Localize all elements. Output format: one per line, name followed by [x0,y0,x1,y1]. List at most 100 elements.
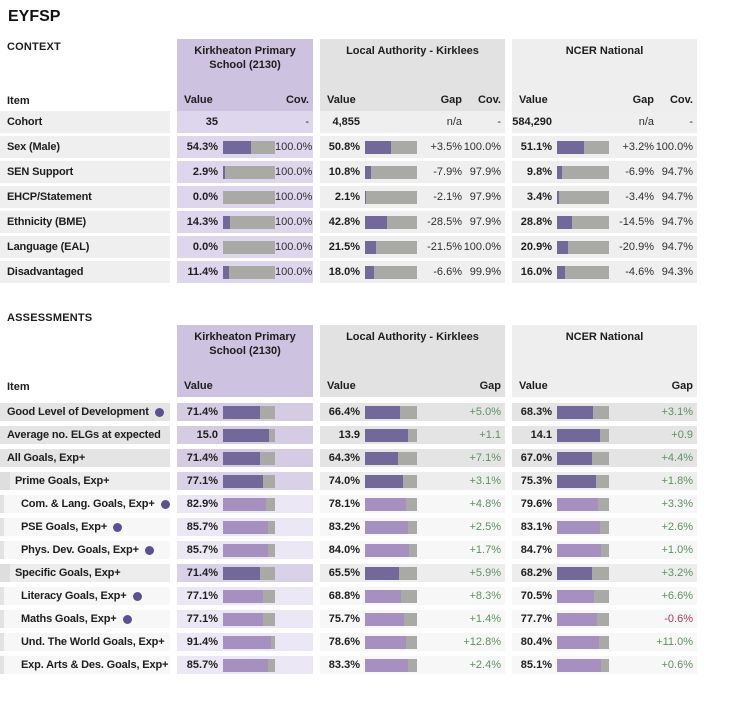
table-row: Prime Goals, Exp+ 77.1% 74.0% +3.1% 75.3… [0,472,740,490]
value-column-header: Value [327,379,356,392]
school-value: 0.0% [192,191,218,203]
row-label: Prime Goals, Exp+ [15,475,110,487]
national-gap: -6.9% [625,166,654,178]
table-row: Und. The World Goals, Exp+ 91.4% 78.6% +… [0,633,740,651]
la-value-bar [365,428,417,442]
la-value-bar [365,265,417,279]
la-value-bar [365,140,417,154]
school-value: 85.7% [186,659,218,671]
la-gap: +12.8% [463,636,501,648]
la-gap: +1.4% [469,613,502,625]
coverage-column-header: Cov. [669,93,693,106]
national-value-bar [557,543,609,557]
national-value-bar [557,589,609,603]
la-value: 66.4% [328,406,360,418]
la-value: 50.8% [328,141,360,153]
national-value-bar [557,140,609,154]
school-value-bar [223,612,275,626]
national-gap: +3.2% [622,141,655,153]
la-gap: -2.1% [433,191,462,203]
national-gap: +1.8% [661,475,694,487]
school-value: 71.4% [186,452,218,464]
table-row: SEN Support 2.9% 100.0% 10.8% -7.9% 97.9… [0,161,740,183]
national-value-bar [557,497,609,511]
school-group-title: Kirkheaton Primary School (2130) [194,45,296,72]
la-value: 21.5% [328,241,360,253]
table-row: PSE Goals, Exp+ 85.7% 83.2% +2.5% 83.1% … [0,518,740,536]
national-gap: +3.2% [661,567,694,579]
national-value: 67.0% [520,452,552,464]
school-value-bar [223,428,275,442]
la-value: 13.9 [338,429,360,441]
national-value-bar [557,265,609,279]
school-value-bar [223,190,275,204]
school-value-bar [223,265,275,279]
table-row: Com. & Lang. Goals, Exp+ 82.9% 78.1% +4.… [0,495,740,513]
national-gap: -20.9% [619,241,654,253]
school-coverage: 100.0% [275,141,313,153]
national-value: 70.5% [520,590,552,602]
row-label: Average no. ELGs at expected [7,429,161,441]
national-value-bar [557,658,609,672]
national-gap: +2.6% [661,521,694,533]
national-value-bar [557,405,609,419]
national-value: 84.7% [520,544,552,556]
national-value: 20.9% [520,241,552,253]
context-section: CONTEXT Item Kirkheaton Primary School (… [0,39,740,283]
national-gap: +6.6% [661,590,694,602]
coverage-column-header: Cov. [477,93,501,106]
table-row: All Goals, Exp+ 71.4% 64.3% +7.1% 67.0% … [0,449,740,467]
national-gap: +3.3% [661,498,694,510]
table-row: Disadvantaged 11.4% 100.0% 18.0% -6.6% 9… [0,261,740,283]
school-value: 54.3% [186,141,218,153]
la-coverage: 100.0% [463,241,501,253]
la-value-bar [365,190,417,204]
la-value: 78.6% [328,636,360,648]
school-value-bar [223,240,275,254]
row-label: All Goals, Exp+ [7,452,86,464]
item-column-header: Item [7,381,30,393]
la-value-bar [365,612,417,626]
la-value-bar [365,543,417,557]
school-coverage: 100.0% [275,241,313,253]
national-value: 16.0% [520,266,552,278]
national-gap: +1.0% [661,544,694,556]
national-value-bar [557,240,609,254]
school-value: 77.1% [186,475,218,487]
la-group-header: Local Authority - Kirklees Value Gap Cov… [320,39,505,111]
la-value: 74.0% [328,475,360,487]
coverage-column-header: Cov. [285,93,309,106]
school-value-bar [223,635,275,649]
table-row: Exp. Arts & Des. Goals, Exp+ 85.7% 83.3%… [0,656,740,674]
school-value: 85.7% [186,521,218,533]
national-gap: -0.6% [664,613,693,625]
school-coverage: 100.0% [275,166,313,178]
page-title: EYFSP [8,8,61,25]
school-value-bar [223,405,275,419]
la-coverage: 97.9% [469,191,501,203]
table-row: Specific Goals, Exp+ 71.4% 65.5% +5.9% 6… [0,564,740,582]
row-label: Literacy Goals, Exp+ [21,590,127,602]
la-gap: +5.0% [469,406,502,418]
national-gap: n/a [638,116,654,128]
context-header: CONTEXT Item Kirkheaton Primary School (… [0,39,740,111]
national-value-bar [557,520,609,534]
elg-indicator-dot-icon [132,591,142,601]
table-row: Average no. ELGs at expected 15.0 13.9 +… [0,426,740,444]
la-value-bar [365,497,417,511]
school-value-bar [223,165,275,179]
national-gap: -3.4% [625,191,654,203]
school-value-bar [223,658,275,672]
assessments-section-label: ASSESSMENTS [7,312,93,324]
la-value: 10.8% [328,166,360,178]
national-value: 51.1% [520,141,552,153]
la-value: 84.0% [328,544,360,556]
national-gap: +0.6% [661,659,694,671]
la-value: 78.1% [328,498,360,510]
school-value: 2.9% [192,166,218,178]
row-label: Ethnicity (BME) [0,211,170,233]
value-column-header: Value [184,379,213,392]
national-coverage: 94.7% [661,191,693,203]
elg-indicator-dot-icon [160,499,170,509]
national-gap: +0.9 [671,429,693,441]
